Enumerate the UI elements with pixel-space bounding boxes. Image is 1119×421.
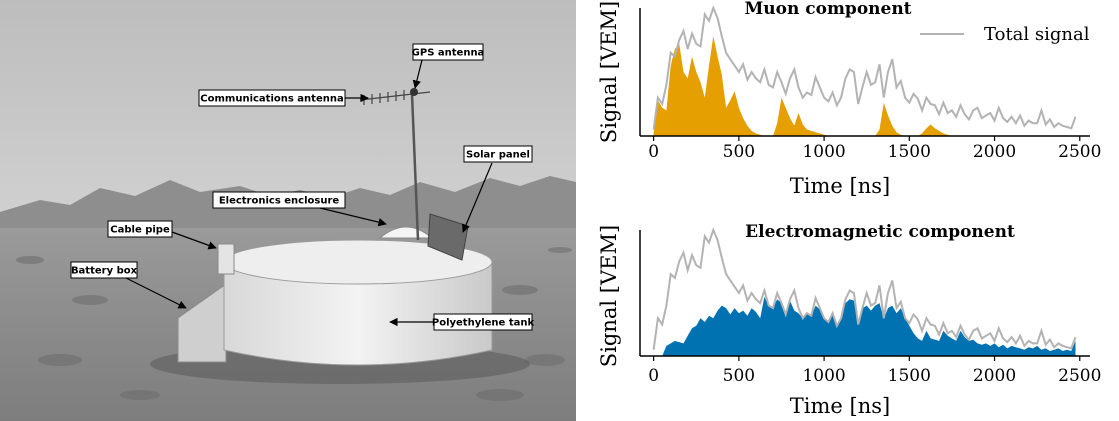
- muon-x-tick-label: 1000: [802, 142, 845, 162]
- em-x-tick-label: 1000: [802, 366, 845, 386]
- muon-x-axis-label: Time [ns]: [790, 174, 890, 198]
- photo-labels: GPS antenna Communications antenna Solar…: [70, 43, 535, 331]
- em-x-tick-label: 2500: [1058, 366, 1101, 386]
- muon-total-signal-line: [652, 5, 1077, 130]
- signal-charts: 0 500 1000 1500 2000 2500 Muon component Time…: [597, 0, 1101, 418]
- muon-area-layer: [653, 36, 969, 137]
- em-x-tick-label: 1500: [888, 366, 931, 386]
- cable-pipe: [217, 243, 235, 275]
- label-cable-pipe: Cable pipe: [107, 220, 217, 250]
- desert-brush: [16, 247, 572, 401]
- gps-antenna: [410, 88, 418, 96]
- em-x-tick-label: 2000: [973, 366, 1016, 386]
- muon-total-line-layer: [652, 5, 1077, 130]
- muon-x-tick-label: 0: [648, 142, 659, 162]
- em-x-tick-label: 500: [723, 366, 755, 386]
- em-x-axis-label: Time [ns]: [790, 394, 890, 418]
- em-total-line-layer: [652, 227, 1077, 350]
- em-x-tick-label: 0: [648, 366, 659, 386]
- label-communications-antenna: Communications antenna: [198, 89, 369, 107]
- legend-label-total-signal: Total signal: [984, 24, 1090, 45]
- muon-legend: Total signal: [920, 24, 1090, 45]
- em-component-area: [662, 296, 1076, 356]
- label-communications-antenna-text: Communications antenna: [200, 94, 343, 105]
- polyethylene-tank: [223, 261, 493, 366]
- muon-component-area: [653, 36, 969, 137]
- label-gps-antenna: GPS antenna: [412, 43, 485, 89]
- label-solar-panel: Solar panel: [462, 145, 533, 233]
- em-chart-title: Electromagnetic component: [745, 222, 1015, 242]
- muon-x-tick-label: 2000: [973, 142, 1016, 162]
- detector-station-photo: GPS antenna Communications antenna Solar…: [0, 0, 576, 421]
- em-axes: 0 500 1000 1500 2000 2500: [639, 230, 1101, 386]
- label-electronics-enclosure: Electronics enclosure: [212, 191, 387, 227]
- muon-axes: 0 500 1000 1500 2000 2500: [639, 8, 1101, 162]
- muon-y-axis-label: Signal [VEM]: [597, 1, 621, 143]
- muon-chart: 0 500 1000 1500 2000 2500 Muon component Time…: [597, 0, 1101, 198]
- label-polyethylene-tank: Polyethylene tank: [389, 313, 535, 331]
- em-area-layer: [662, 296, 1076, 356]
- label-solar-panel-text: Solar panel: [466, 150, 530, 161]
- battery-box: [177, 283, 227, 363]
- muon-chart-title: Muon component: [744, 0, 911, 19]
- em-chart: 0 500 1000 1500 2000 2500 Electromagnetic com…: [597, 222, 1101, 418]
- label-electronics-enclosure-text: Electronics enclosure: [219, 196, 340, 207]
- muon-x-tick-label: 500: [723, 142, 755, 162]
- label-polyethylene-tank-text: Polyethylene tank: [432, 318, 535, 329]
- muon-x-tick-label: 1500: [888, 142, 931, 162]
- muon-x-tick-label: 2500: [1058, 142, 1101, 162]
- label-battery-box-text: Battery box: [71, 266, 138, 277]
- label-cable-pipe-text: Cable pipe: [110, 225, 170, 236]
- label-battery-box: Battery box: [70, 261, 187, 309]
- em-total-signal-line: [652, 227, 1077, 350]
- em-y-axis-label: Signal [VEM]: [597, 225, 621, 367]
- antenna-mast: [410, 93, 420, 241]
- label-gps-antenna-text: GPS antenna: [412, 48, 485, 59]
- solar-panel: [427, 213, 469, 261]
